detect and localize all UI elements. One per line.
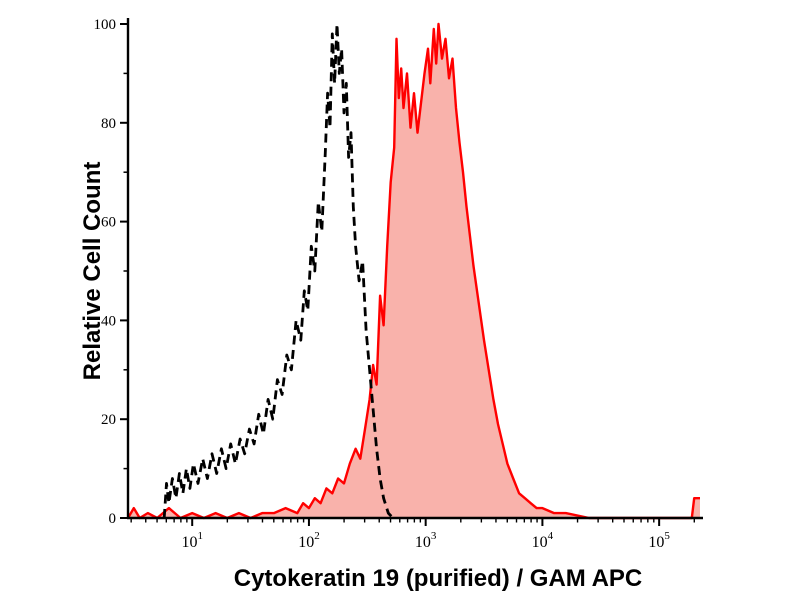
x-tick-label: 101 bbox=[181, 530, 203, 551]
y-axis-label: Relative Cell Count bbox=[79, 162, 106, 381]
y-tick-label: 100 bbox=[94, 17, 117, 33]
y-tick-label: 20 bbox=[101, 412, 116, 428]
curves-layer bbox=[126, 22, 700, 520]
x-axis-label: Cytokeratin 19 (purified) / GAM APC bbox=[234, 565, 643, 592]
control-histogram-curve bbox=[162, 22, 395, 519]
y-tick-label: 0 bbox=[109, 511, 117, 527]
x-tick-label: 102 bbox=[298, 530, 320, 551]
x-tick-label: 104 bbox=[532, 530, 554, 551]
y-tick-label: 40 bbox=[101, 313, 116, 329]
y-tick-label: 80 bbox=[101, 116, 116, 132]
sample-histogram-curve bbox=[126, 22, 700, 520]
x-tick-label: 105 bbox=[648, 530, 670, 551]
x-tick-label: 103 bbox=[415, 530, 437, 551]
sample-histogram-fill bbox=[128, 24, 700, 518]
y-tick-label: 60 bbox=[101, 215, 116, 231]
ticks-layer: 0 20 40 60 80 100 101 102 103 104 105 bbox=[94, 17, 695, 551]
